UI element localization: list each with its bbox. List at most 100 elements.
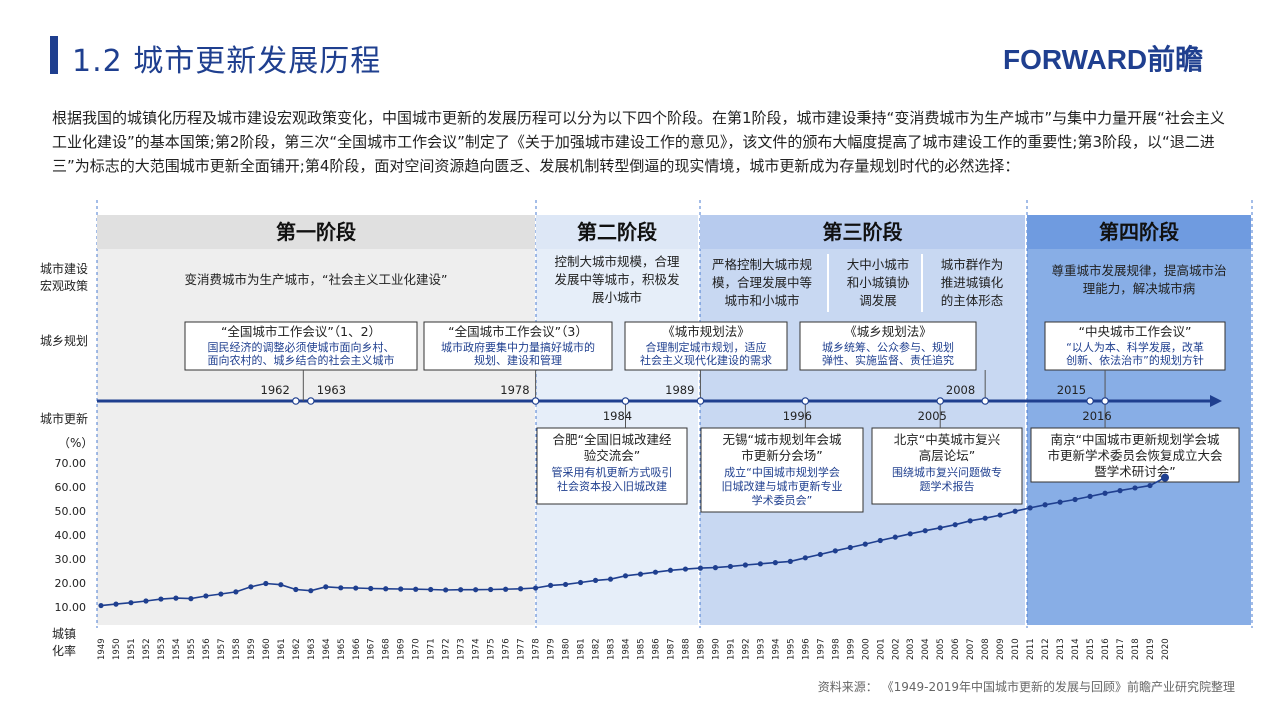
planning-event-title: “中央城市工作会议” (1079, 324, 1192, 339)
x-tick-label: 1980 (562, 638, 572, 660)
source-note: 资料来源： 《1949-2019年中国城市更新的发展与回顾》前瞻产业研究院整理 (817, 680, 1235, 694)
renewal-event-title: 南京“中国城市更新规划学会城 (1051, 432, 1220, 447)
renewal-event-title: 市更新学术委员会恢复成立大会 (1047, 448, 1223, 463)
stage-header-2 (536, 215, 698, 249)
data-point (203, 593, 209, 599)
x-tick-label: 1973 (457, 638, 467, 660)
x-tick-label: 1985 (636, 638, 646, 660)
stage-background-3 (700, 215, 1025, 625)
timeline-marker (531, 397, 540, 405)
renewal-year-label: 1984 (603, 409, 632, 423)
x-tick-label: 2000 (861, 638, 871, 660)
planning-event-body: 城乡统筹、公众参与、规划 (822, 340, 954, 354)
data-point (488, 586, 494, 593)
planning-year-label: 1962 (261, 383, 290, 397)
planning-year-label: 2008 (946, 383, 975, 397)
x-tick-label: 1964 (322, 638, 332, 660)
x-tick-label: 1990 (711, 638, 721, 660)
stage-background-1 (97, 215, 535, 625)
data-point (1102, 490, 1108, 496)
data-point (368, 585, 374, 592)
x-tick-label: 1962 (292, 638, 302, 660)
y-tick-label: 50.00 (55, 505, 87, 518)
stage-header-4 (1027, 215, 1251, 249)
stage-background-4 (1027, 215, 1251, 625)
x-tick-label: 1970 (412, 638, 422, 660)
x-tick-label: 2017 (1116, 638, 1126, 660)
planning-event-body: 面向农村的、城乡结合的社会主义城市 (208, 353, 395, 367)
planning-event-box (799, 321, 977, 371)
planning-event-box (184, 321, 418, 371)
x-tick-label: 1982 (592, 638, 602, 660)
data-point (802, 555, 808, 561)
x-tick-label: 1991 (726, 638, 736, 660)
row-label-policy-2: 宏观政策 (40, 278, 88, 293)
planning-event-body: 规划、建设和管理 (474, 353, 562, 367)
x-tick-label: 1969 (397, 638, 407, 660)
stage-policy-text: 模，合理发展中等 (712, 275, 812, 290)
data-point (832, 548, 838, 554)
x-tick-label: 1960 (262, 638, 272, 660)
data-point (188, 596, 194, 602)
data-point (458, 587, 464, 593)
data-point (443, 587, 449, 593)
x-tick-label: 1957 (217, 638, 227, 660)
planning-event-body: “以人为本、科学发展，改革 (1066, 340, 1204, 354)
x-tick-label: 1979 (547, 638, 557, 660)
stage-policy-text: 城市群作为 (941, 257, 1004, 272)
page-title: 1.2 城市更新发展历程 (72, 44, 382, 79)
data-point (562, 581, 569, 588)
data-point (787, 558, 793, 565)
x-tick-label: 1958 (232, 638, 242, 660)
data-point (338, 585, 344, 591)
y-tick-label: 20.00 (55, 577, 87, 590)
x-tick-label: 1976 (502, 638, 512, 660)
renewal-event-title: 市更新分会场” (741, 448, 822, 463)
data-point (982, 515, 988, 521)
x-tick-label: 1989 (696, 638, 706, 660)
x-tick-label: 1999 (846, 638, 856, 660)
renewal-event-body: 旧城改建与城市更新专业 (722, 479, 843, 493)
x-tick-label: 1997 (816, 638, 826, 660)
renewal-year-label: 2016 (1082, 409, 1111, 423)
data-point (1117, 488, 1123, 494)
data-point (682, 566, 689, 572)
data-point (98, 602, 104, 609)
data-point (607, 576, 614, 582)
planning-year-label: 1963 (317, 383, 346, 397)
stage-policy-text: 发展中等城市，积极发 (554, 272, 680, 287)
data-point (353, 585, 359, 591)
data-point (727, 563, 734, 570)
x-tick-label: 2007 (966, 638, 976, 660)
data-point (847, 544, 853, 551)
x-tick-label: 2010 (1011, 638, 1021, 660)
renewal-event-body: 成立“中国城市规划学会 (724, 465, 840, 479)
stage-header-3 (700, 215, 1025, 249)
stage-title-3: 第三阶段 (823, 220, 903, 244)
stage-policy-text: 尊重城市发展规律，提高城市治 (1051, 263, 1226, 278)
data-point (937, 525, 943, 531)
data-point (233, 589, 239, 595)
planning-event-box (624, 321, 788, 371)
timeline-marker (1086, 397, 1094, 405)
y-tick-label: 10.00 (55, 601, 87, 614)
renewal-event-title: 无锡“城市规划年会城 (723, 432, 842, 447)
forward-logo: FORWARD前瞻 (1003, 44, 1204, 75)
planning-event-box (423, 321, 613, 371)
planning-event-body: 合理制定城市规划，适应 (646, 340, 767, 354)
data-point (652, 569, 659, 575)
planning-event-box (1044, 321, 1226, 371)
timeline-marker (936, 397, 945, 405)
data-point (547, 582, 554, 589)
data-point (667, 567, 674, 573)
data-point (712, 565, 719, 571)
x-axis-label-2: 化率 (52, 643, 76, 658)
x-tick-label: 1971 (427, 638, 437, 660)
data-point (128, 600, 134, 606)
timeline-marker (801, 397, 810, 405)
data-point (757, 561, 763, 567)
renewal-event-body: 管采用有机更新方式吸引 (552, 465, 673, 479)
data-point (622, 573, 629, 579)
renewal-year-label: 2005 (918, 409, 947, 423)
row-label-renewal: 城市更新 (40, 411, 88, 426)
